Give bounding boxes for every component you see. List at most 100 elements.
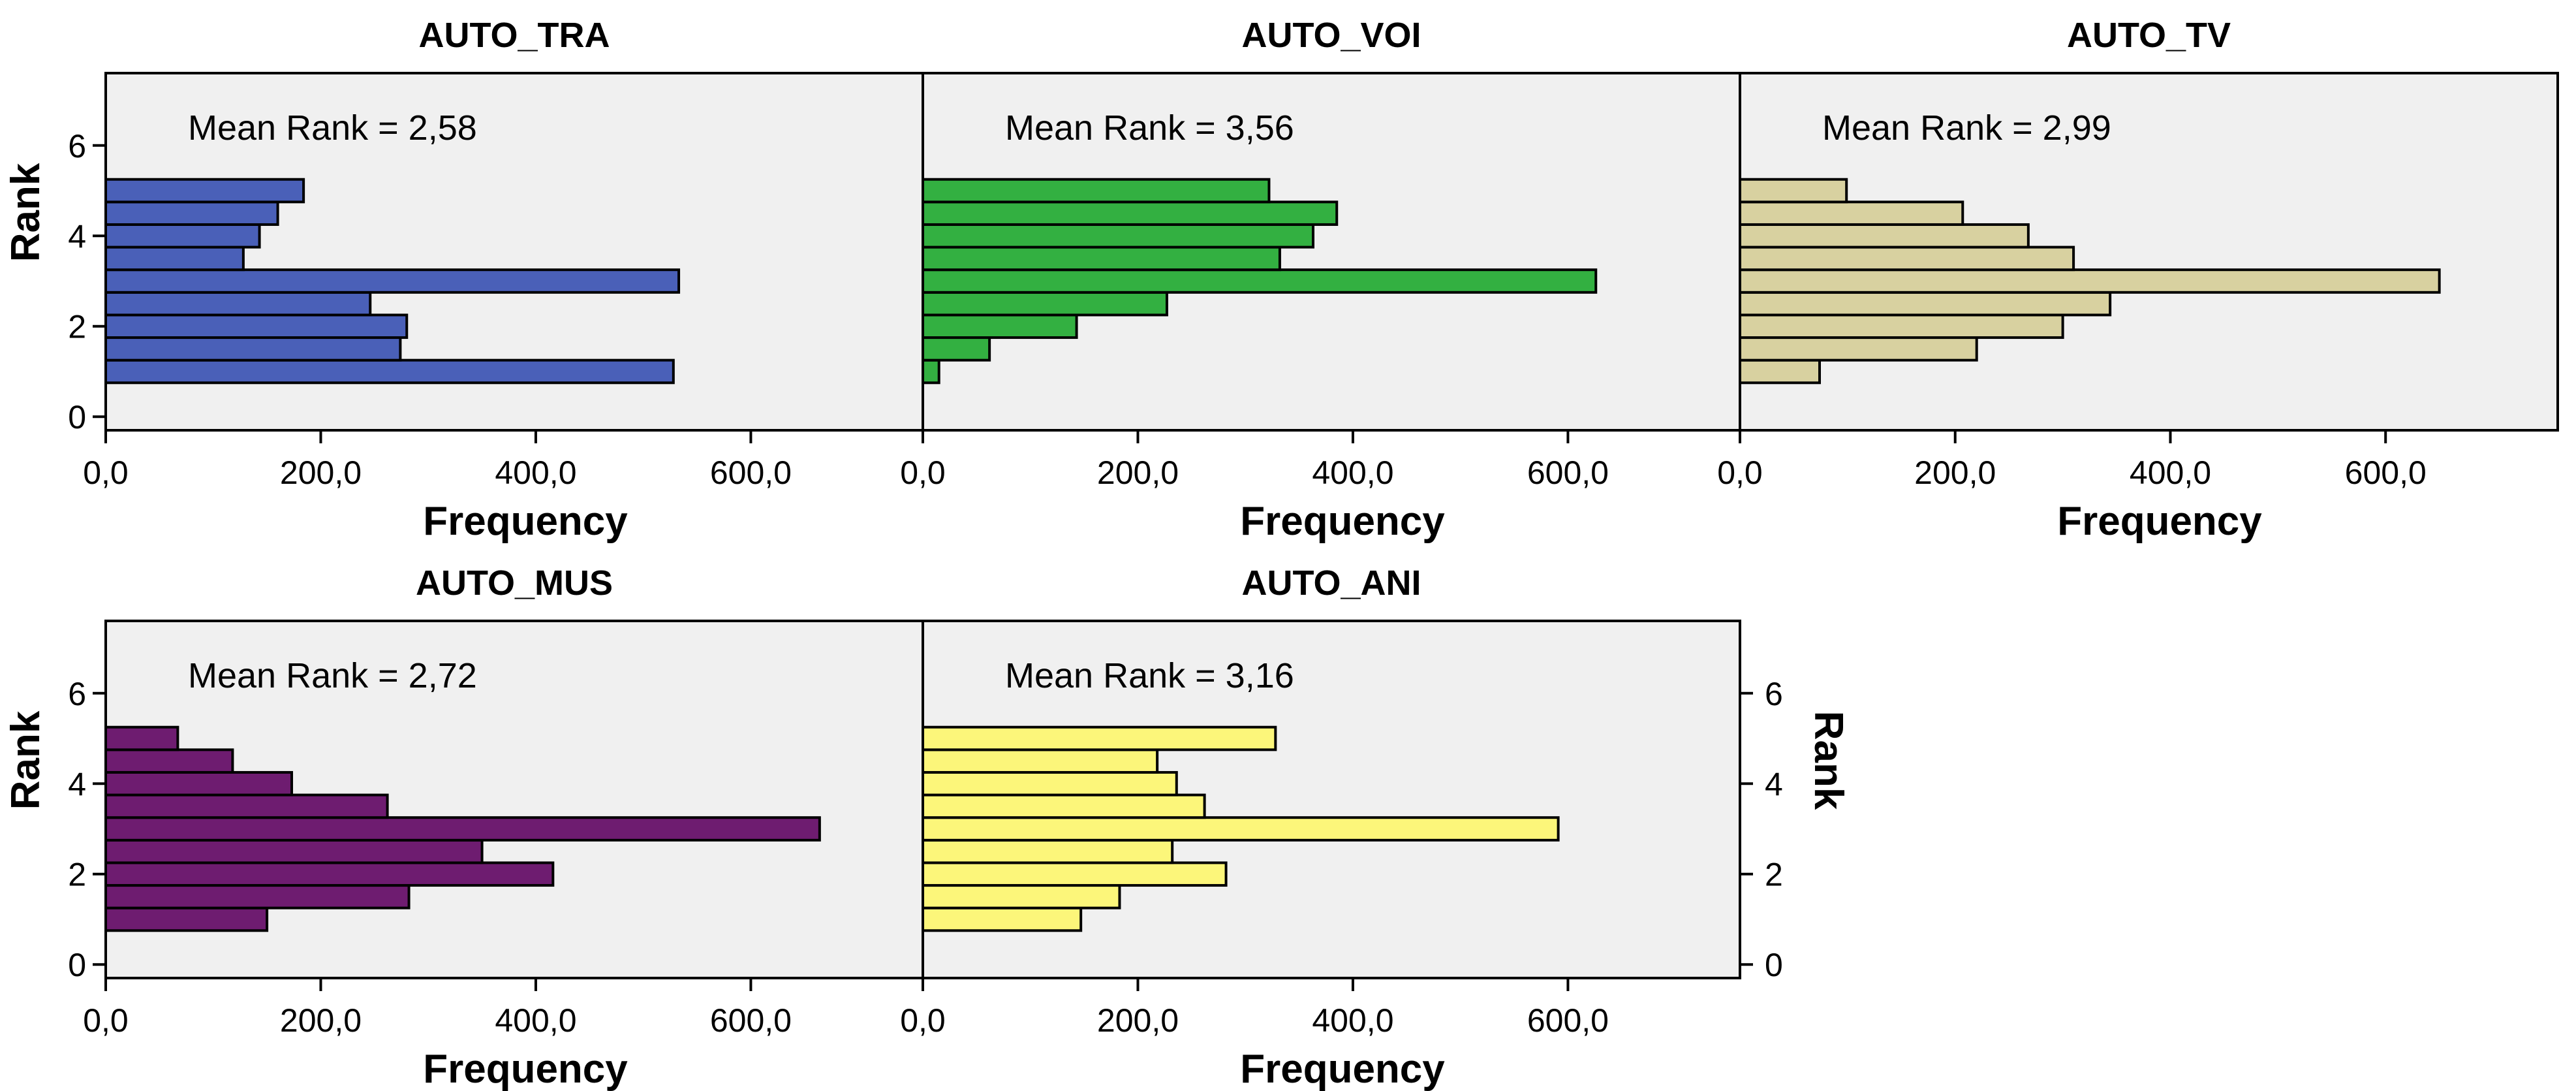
- bar-rank-5: [1739, 178, 1848, 204]
- bar-rank-4-5: [1739, 200, 1964, 226]
- x-axis-title: Frequency: [1240, 499, 1445, 544]
- bar-rank-2-5: [922, 838, 1174, 864]
- chart-panel-4: AUTO_MUS Mean Rank = 2,72 0,0 200,0 400,0 600…: [3, 563, 924, 1091]
- x-tick-label: 600,0: [710, 1002, 792, 1039]
- bar-rank-1-5: [922, 336, 991, 362]
- bar-rank-2: [922, 313, 1078, 340]
- bar-rank-4-5: [104, 748, 234, 774]
- chart-panel-1: AUTO_TRA Mean Rank = 2,58 0,0 200,0 400,0 600…: [3, 16, 924, 544]
- y-axis-title: Rank: [1806, 711, 1851, 810]
- mean-rank-annotation: Mean Rank = 2,72: [188, 656, 477, 695]
- mean-rank-annotation: Mean Rank = 3,16: [1005, 656, 1294, 695]
- bar-rank-4: [1739, 223, 2030, 249]
- bar-rank-3-5: [104, 245, 245, 272]
- x-axis-title: Frequency: [2057, 499, 2262, 544]
- x-tick-label: 200,0: [280, 454, 362, 491]
- y-tick-label: 6: [68, 128, 86, 165]
- chart-title: AUTO_VOI: [1241, 16, 1421, 55]
- mean-rank-annotation: Mean Rank = 3,56: [1005, 108, 1294, 148]
- bar-rank-2: [104, 861, 555, 887]
- bar-rank-1-5: [104, 336, 402, 362]
- x-tick-label: 200,0: [1097, 1002, 1179, 1039]
- y-tick-label: 2: [68, 309, 86, 345]
- bar-rank-2: [104, 313, 409, 340]
- x-tick-label: 600,0: [1527, 454, 1609, 491]
- bar-rank-3: [104, 268, 681, 294]
- y-tick-label: 0: [68, 947, 86, 983]
- bar-rank-5: [104, 725, 179, 751]
- bar-rank-1: [104, 358, 675, 385]
- bar-rank-4: [104, 770, 293, 797]
- bar-rank-3-5: [1739, 245, 2075, 272]
- chart-panel-2: AUTO_VOI Mean Rank = 3,56 0,0 200,0 400,0 600…: [900, 16, 1741, 544]
- chart-panel-5: AUTO_ANI Mean Rank = 3,16 0,0 200,0 400,0 600…: [900, 563, 1851, 1091]
- x-tick-label: 0,0: [900, 454, 946, 491]
- bar-rank-2: [922, 861, 1228, 887]
- chart-title: AUTO_TV: [2067, 16, 2231, 55]
- bar-rank-1-5: [104, 884, 411, 909]
- bar-rank-4: [104, 223, 261, 249]
- x-tick-label: 0,0: [900, 1002, 946, 1039]
- mean-rank-annotation: Mean Rank = 2,99: [1822, 108, 2111, 148]
- x-axis-title: Frequency: [423, 499, 628, 544]
- chart-title: AUTO_MUS: [416, 563, 613, 603]
- bar-rank-2-5: [104, 838, 484, 864]
- x-axis-title: Frequency: [423, 1047, 628, 1091]
- x-tick-label: 0,0: [83, 1002, 129, 1039]
- bar-rank-5: [104, 178, 305, 204]
- x-tick-label: 400,0: [1312, 1002, 1393, 1039]
- chart-title: AUTO_ANI: [1241, 563, 1421, 603]
- y-axis-title: Rank: [3, 163, 48, 262]
- bar-rank-3-5: [922, 245, 1281, 272]
- bar-rank-1: [1739, 358, 1822, 385]
- x-tick-label: 400,0: [495, 1002, 576, 1039]
- bar-rank-5: [922, 178, 1271, 204]
- bar-rank-4: [922, 223, 1314, 249]
- bar-rank-2-5: [1739, 291, 2112, 317]
- x-tick-label: 400,0: [495, 454, 576, 491]
- bar-rank-1-5: [1739, 336, 1978, 362]
- y-tick-label: 4: [1765, 766, 1783, 802]
- x-tick-label: 400,0: [2130, 454, 2211, 491]
- bar-rank-5: [922, 725, 1277, 751]
- bar-rank-3-5: [104, 793, 389, 819]
- bar-rank-4-5: [104, 200, 279, 226]
- mean-rank-annotation: Mean Rank = 2,58: [188, 108, 477, 148]
- y-tick-label: 0: [1765, 947, 1783, 983]
- x-axis-title: Frequency: [1240, 1047, 1445, 1091]
- y-tick-label: 6: [1765, 676, 1783, 712]
- bar-rank-1: [104, 906, 269, 932]
- x-tick-label: 200,0: [1097, 454, 1179, 491]
- bar-rank-1: [922, 358, 940, 385]
- bar-rank-3: [1739, 268, 2441, 294]
- bar-rank-3: [922, 816, 1560, 842]
- bar-rank-2-5: [922, 291, 1168, 317]
- x-tick-label: 600,0: [2345, 454, 2427, 491]
- bar-rank-2-5: [104, 291, 372, 317]
- x-tick-label: 0,0: [1717, 454, 1763, 491]
- bar-rank-1: [922, 906, 1083, 932]
- y-tick-label: 0: [68, 399, 86, 435]
- bar-rank-3: [104, 816, 821, 842]
- chart-title: AUTO_TRA: [418, 16, 610, 55]
- x-tick-label: 0,0: [83, 454, 129, 491]
- bar-rank-4-5: [922, 748, 1159, 774]
- bar-rank-4: [922, 770, 1178, 797]
- y-axis-title: Rank: [3, 710, 48, 810]
- y-tick-label: 2: [68, 857, 86, 893]
- x-tick-label: 600,0: [1527, 1002, 1609, 1039]
- y-tick-label: 4: [68, 766, 86, 802]
- x-tick-label: 400,0: [1312, 454, 1393, 491]
- bar-rank-3: [922, 268, 1598, 294]
- y-tick-label: 2: [1765, 857, 1783, 893]
- y-tick-label: 4: [68, 218, 86, 255]
- x-tick-label: 600,0: [710, 454, 792, 491]
- bar-rank-3-5: [922, 793, 1206, 819]
- bar-rank-2: [1739, 313, 2064, 340]
- x-tick-label: 200,0: [1914, 454, 1996, 491]
- x-tick-label: 200,0: [280, 1002, 362, 1039]
- chart-panel-3: AUTO_TV Mean Rank = 2,99 0,0 200,0 400,0 600,…: [1717, 16, 2559, 544]
- bar-rank-1-5: [922, 884, 1121, 909]
- bar-rank-4-5: [922, 200, 1339, 226]
